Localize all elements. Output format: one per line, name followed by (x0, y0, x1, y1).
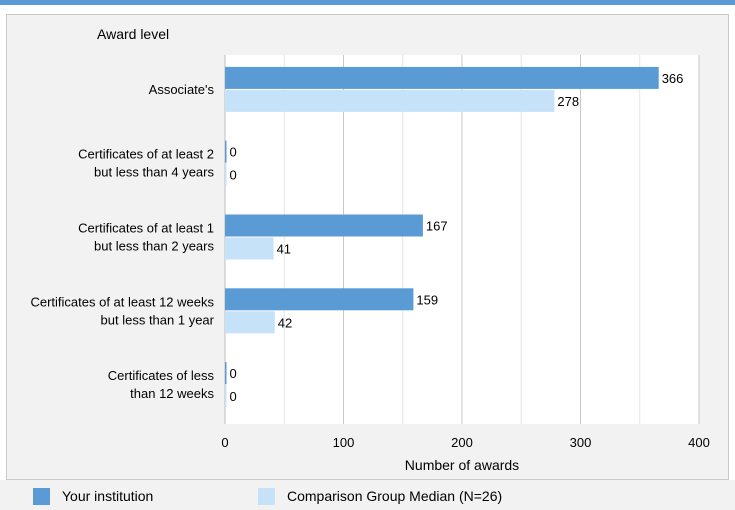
legend-item-comparison-group: Comparison Group Median (N=26) (258, 487, 503, 505)
bar-value-label: 159 (416, 292, 438, 307)
x-tick-label: 200 (451, 435, 473, 450)
legend-label-series-2: Comparison Group Median (N=26) (287, 488, 503, 504)
bar-value-label: 42 (278, 315, 292, 330)
bar-value-label: 0 (230, 389, 237, 404)
bar-value-label: 0 (230, 366, 237, 381)
bars (225, 66, 659, 408)
x-tick-label: 300 (570, 435, 592, 450)
bar-value-label: 278 (557, 94, 579, 109)
legend: Your institution Comparison Group Median… (0, 480, 735, 510)
category-labels: Associate's Certificates of at least 2 but… (30, 82, 214, 401)
bar (225, 140, 227, 163)
y-axis-title: Award level (97, 26, 169, 42)
bar (225, 288, 414, 311)
x-axis-title: Number of awards (405, 457, 519, 473)
bar-value-label: 167 (426, 219, 448, 234)
bar (225, 237, 274, 260)
legend-swatch-series-1 (33, 487, 50, 505)
x-tick-label: 100 (333, 435, 355, 450)
x-tick-labels: 0 100 200 300 400 (221, 435, 709, 450)
bar (225, 89, 555, 112)
category-label: Certificates of at least 1 but less than … (78, 221, 214, 254)
bar-value-label: 41 (277, 242, 291, 257)
legend-label-series-1: Your institution (62, 488, 154, 504)
bar-chart: Award level 366 278 0 0 167 41 159 42 0 0 Associa… (30, 26, 709, 473)
bar-value-label: 0 (230, 145, 237, 160)
legend-swatch-series-2 (258, 487, 275, 505)
bar (225, 66, 659, 89)
x-tick-label: 400 (688, 435, 710, 450)
accent-top-bar (0, 0, 735, 5)
bar-value-label: 366 (662, 71, 684, 86)
category-label: Certificates of at least 2 but less than … (78, 147, 214, 180)
x-tick-label: 0 (221, 435, 228, 450)
bar (225, 362, 227, 385)
legend-item-your-institution: Your institution (33, 487, 154, 505)
data-labels: 366 278 0 0 167 41 159 42 0 0 (230, 71, 684, 404)
gridlines (224, 55, 700, 424)
bar (225, 385, 227, 408)
bar (225, 311, 275, 334)
category-label: Certificates of at least 12 weeks but les… (30, 294, 214, 327)
bar (225, 163, 227, 186)
chart-panel: Award level 366 278 0 0 167 41 159 42 0 0 Associa… (6, 14, 729, 480)
bar-value-label: 0 (230, 168, 237, 183)
bar (225, 214, 423, 237)
category-label: Associate's (149, 82, 215, 97)
category-label: Certificates of less than 12 weeks (108, 368, 215, 401)
